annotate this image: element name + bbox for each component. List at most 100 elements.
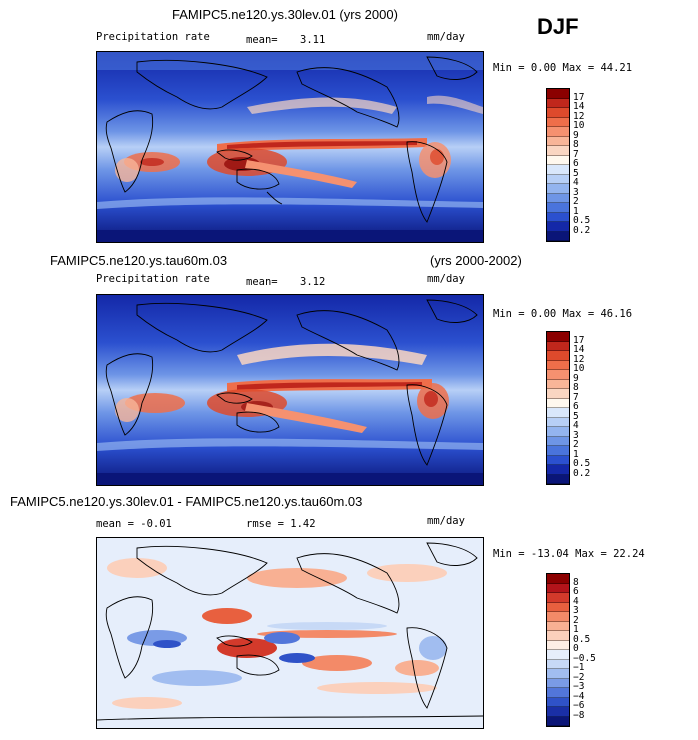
colorbar-tick-label: 8: [573, 382, 579, 393]
colorbar-tick-label: 2: [573, 614, 579, 626]
panel3-title: FAMIPC5.ne120.ys.30lev.01 - FAMIPC5.ne12…: [10, 494, 363, 509]
panel3-mean: mean = -0.01: [96, 518, 172, 530]
colorbar-tick-label: 6: [573, 586, 579, 597]
colorbar-tick-label: 12: [573, 353, 585, 365]
colorbar-tick-label: −8: [573, 709, 585, 721]
colorbar-tick-label: −3: [573, 681, 585, 692]
colorbar-tick-label: 9: [573, 372, 579, 384]
colorbar-cell: [547, 98, 569, 108]
panel2-mean-value: 3.12: [300, 276, 326, 288]
colorbar-cell: [547, 332, 569, 342]
colorbar-tick-label: 0: [573, 643, 579, 654]
panel2-units: mm/day: [427, 273, 465, 285]
panel2-minmax: Min = 0.00 Max = 46.16: [493, 308, 633, 320]
colorbar-cell: [547, 360, 569, 370]
colorbar-tick-label: 8: [573, 576, 579, 588]
colorbar-tick-label: −6: [573, 700, 585, 711]
colorbar-cell: [547, 707, 569, 717]
colorbar-cell: [547, 427, 569, 437]
colorbar-cell: [547, 389, 569, 399]
colorbar-cell: [547, 621, 569, 631]
colorbar-tick-label: 7: [573, 391, 579, 403]
colorbar-tick-label: 14: [573, 101, 585, 112]
colorbar-tick-label: 5: [573, 410, 579, 422]
colorbar-cell: [547, 127, 569, 137]
panel3-colorbar-labels: 8 6 4 3 2 1 0.5 0 −0.5 −1 −2 −3 −4 −6 −8: [573, 573, 613, 725]
colorbar-cell: [547, 612, 569, 622]
colorbar-tick-label: 3: [573, 605, 579, 616]
panel2-colorbar-labels: 17 14 12 10 9 8 7 6 5 4 3 2 1 0.5 0.2: [573, 331, 613, 483]
panel3-minmax: Min = -13.04 Max = 22.24: [493, 548, 645, 560]
colorbar-tick-label: 5: [573, 167, 579, 179]
colorbar-cell: [547, 398, 569, 408]
colorbar-tick-label: 17: [573, 91, 585, 103]
panel2-title-left: FAMIPC5.ne120.ys.tau60m.03: [50, 253, 228, 268]
colorbar-cell: [547, 222, 569, 232]
panel1-minmax: Min = 0.00 Max = 44.21: [493, 62, 633, 74]
colorbar-cell: [547, 678, 569, 688]
colorbar-tick-label: 2: [573, 196, 579, 207]
colorbar-cell: [547, 583, 569, 593]
colorbar-tick-label: 4: [573, 177, 579, 188]
colorbar-cell: [547, 231, 569, 241]
colorbar-cell: [547, 631, 569, 641]
colorbar-tick-label: 1: [573, 448, 579, 460]
colorbar-tick-label: −2: [573, 671, 585, 683]
panel1-precip-map: [96, 51, 484, 243]
colorbar-cell: [547, 650, 569, 660]
colorbar-cell: [547, 351, 569, 361]
colorbar-cell: [547, 193, 569, 203]
colorbar-tick-label: 2: [573, 439, 579, 450]
colorbar-cell: [547, 108, 569, 118]
colorbar-cell: [547, 697, 569, 707]
panel2-mean-label: mean=: [246, 276, 278, 288]
colorbar-tick-label: 14: [573, 344, 585, 355]
colorbar-tick-label: 17: [573, 334, 585, 346]
panel2-variable: Precipitation rate: [96, 273, 210, 285]
colorbar-cell: [547, 465, 569, 475]
panel3-map-svg: [97, 538, 483, 728]
panel2-colorbar: [546, 331, 570, 485]
colorbar-cell: [547, 659, 569, 669]
colorbar-tick-label: 9: [573, 129, 579, 141]
colorbar-tick-label: 12: [573, 110, 585, 122]
colorbar-cell: [547, 379, 569, 389]
panel1-colorbar: [546, 88, 570, 242]
colorbar-tick-label: 0.5: [573, 633, 591, 645]
colorbar-cell: [547, 136, 569, 146]
colorbar-tick-label: 6: [573, 401, 579, 412]
colorbar-tick-label: −1: [573, 662, 585, 673]
colorbar-tick-label: 4: [573, 595, 579, 607]
colorbar-cell: [547, 593, 569, 603]
colorbar-cell: [547, 146, 569, 156]
colorbar-cell: [547, 446, 569, 456]
colorbar-cell: [547, 408, 569, 418]
colorbar-tick-label: 7: [573, 148, 579, 160]
colorbar-cell: [547, 688, 569, 698]
panel1-title: FAMIPC5.ne120.ys.30lev.01 (yrs 2000): [172, 7, 398, 22]
panel1-mean-label: mean=: [246, 34, 278, 46]
colorbar-tick-label: 1: [573, 624, 579, 635]
colorbar-cell: [547, 474, 569, 484]
panel1-mean-value: 3.11: [300, 34, 326, 46]
colorbar-cell: [547, 640, 569, 650]
colorbar-cell: [547, 117, 569, 127]
colorbar-tick-label: 10: [573, 120, 585, 131]
colorbar-tick-label: 10: [573, 363, 585, 374]
colorbar-tick-label: 0.2: [573, 467, 591, 479]
colorbar-tick-label: 1: [573, 205, 579, 217]
panel3-difference-map: [96, 537, 484, 729]
colorbar-cell: [547, 165, 569, 175]
colorbar-cell: [547, 89, 569, 99]
colorbar-cell: [547, 155, 569, 165]
colorbar-cell: [547, 574, 569, 584]
colorbar-tick-label: 0.2: [573, 224, 591, 236]
colorbar-cell: [547, 436, 569, 446]
panel2-map-svg: [97, 295, 483, 485]
panel3-units: mm/day: [427, 515, 465, 527]
panel3-colorbar: [546, 573, 570, 727]
panel3-rmse: rmse = 1.42: [246, 518, 316, 530]
colorbar-tick-label: 3: [573, 429, 579, 441]
colorbar-cell: [547, 184, 569, 194]
colorbar-cell: [547, 716, 569, 726]
